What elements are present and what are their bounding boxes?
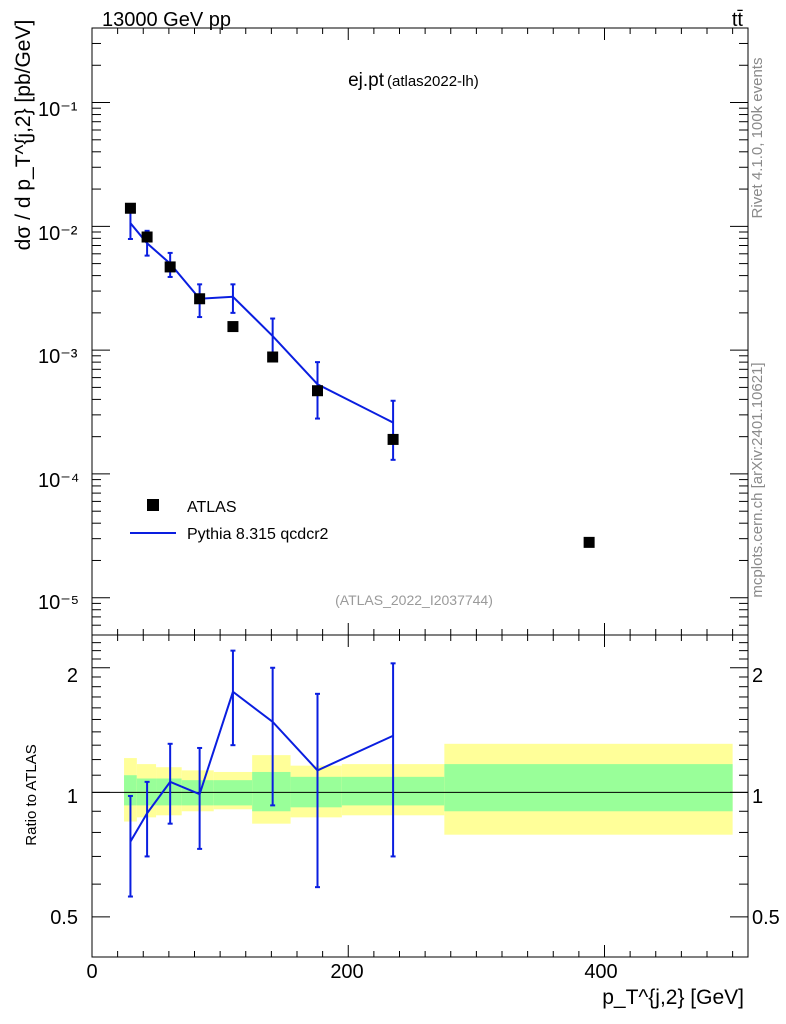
main-y-tick-labels: 10⁻¹ 10⁻² 10⁻³ 10⁻⁴ 10⁻⁵: [38, 99, 79, 614]
atlas-data-point: [267, 351, 279, 363]
atlas-data-point: [387, 433, 399, 445]
y-axis-title-main: dσ / d p_T^{j,2} [pb/GeV]: [12, 20, 35, 251]
analysis-id: (ATLAS_2022_I2037744): [335, 592, 493, 608]
ratio-tick-label-right: 0.5: [752, 907, 780, 929]
ratio-tick-label-left: 2: [67, 665, 78, 687]
y-tick-label: 10⁻⁴: [38, 470, 79, 492]
ratio-tick-label-left: 0.5: [50, 907, 78, 929]
ratio-panel-frame: [91, 634, 749, 958]
x-tick-label: 400: [584, 961, 617, 983]
pythia-line: [129, 222, 394, 424]
ratio-tick-label-right: 1: [752, 786, 763, 808]
legend: ATLAS Pythia 8.315 qcdcr2: [130, 499, 329, 543]
mcplots-credit-label: mcplots.cern.ch [arXiv:2401.10621]: [749, 362, 766, 597]
legend-atlas-label: ATLAS: [187, 499, 237, 516]
x-axis-title: p_T^{j,2} [GeV]: [602, 986, 744, 1009]
ratio-tick-label-right: 2: [752, 665, 763, 687]
legend-pythia-label: Pythia 8.315 qcdcr2: [187, 526, 329, 543]
plot-title: ej.pt: [348, 70, 385, 91]
rivet-version-label: Rivet 4.1.0, 100k events: [749, 58, 766, 219]
main-panel-frame: [91, 27, 749, 636]
atlas-data-point: [194, 293, 206, 305]
band-inner: [124, 775, 137, 806]
legend-atlas-marker: [147, 499, 159, 511]
energy-label: 13000 GeV pp: [102, 9, 231, 31]
process-label: tt̄: [732, 9, 744, 31]
y-axis-title-ratio: Ratio to ATLAS: [23, 744, 40, 845]
atlas-data-point: [141, 231, 153, 243]
atlas-data-point: [124, 202, 136, 214]
ratio-tick-label-left: 1: [67, 786, 78, 808]
y-tick-label: 10⁻³: [38, 346, 78, 368]
x-tick-label: 0: [86, 961, 97, 983]
axis-ticks: [91, 27, 748, 958]
plot-subtitle: (atlas2022-lh): [387, 73, 479, 90]
ratio-y-tick-labels: 2 1 0.5 2 1 0.5: [50, 665, 780, 929]
y-tick-label: 10⁻²: [38, 223, 78, 245]
band-inner: [444, 764, 733, 812]
atlas-data-point: [312, 385, 323, 397]
atlas-data-point: [164, 261, 176, 273]
atlas-data-point: [583, 536, 595, 548]
atlas-data-point: [227, 321, 239, 333]
ratio-uncertainty-bands: [124, 743, 733, 835]
x-tick-labels: 0 200 400: [86, 961, 617, 983]
y-tick-label: 10⁻⁵: [38, 592, 79, 614]
data-marks: [124, 202, 595, 898]
y-tick-label: 10⁻¹: [38, 99, 78, 121]
ratio-pythia-line: [129, 690, 394, 843]
x-tick-label: 200: [330, 961, 363, 983]
